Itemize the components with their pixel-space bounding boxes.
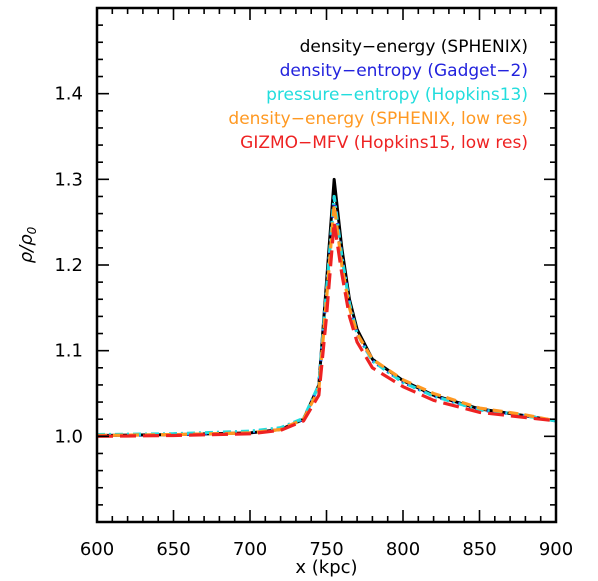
series-line-2	[96, 194, 557, 438]
y-tick-label: 1.0	[54, 426, 83, 447]
x-tick-label: 700	[233, 539, 267, 560]
x-tick-label: 650	[156, 539, 190, 560]
legend-entry-5: GIZMO−MFV (Hopkins15, low res)	[240, 133, 528, 153]
x-tick-label: 850	[462, 539, 496, 560]
y-axis-label-subscript: 0	[25, 226, 39, 234]
x-axis-label: x (kpc)	[295, 557, 357, 578]
y-tick-label: 1.1	[54, 341, 83, 362]
axis-ticks	[96, 7, 557, 523]
x-tick-label: 600	[80, 539, 114, 560]
legend-entry-4: density−energy (SPHENIX, low res)	[228, 109, 528, 129]
y-axis-label-main: ρ/ρ	[16, 234, 37, 263]
legend-entry-1: density−energy (SPHENIX)	[300, 37, 528, 57]
x-tick-label: 800	[386, 539, 420, 560]
y-tick-label: 1.2	[54, 255, 83, 276]
y-axis-label: ρ/ρ0	[16, 226, 39, 263]
series-line-3	[96, 194, 557, 437]
legend-entry-3: pressure−entropy (Hopkins13)	[266, 85, 528, 105]
y-tick-label: 1.4	[54, 84, 83, 105]
legend-entry-2: density−entropy (Gadget−2)	[280, 61, 528, 81]
plot-content	[96, 177, 557, 438]
tick-labels: 600 650 700 750 800 850 900 1.0 1.1 1.2 1.3 1.4	[54, 84, 573, 560]
series-line-5	[96, 220, 557, 438]
x-tick-label: 750	[309, 539, 343, 560]
y-tick-label: 1.3	[54, 169, 83, 190]
x-tick-label: 900	[539, 539, 573, 560]
series-line-4	[96, 203, 557, 438]
legend: density−energy (SPHENIX) density−entropy …	[228, 37, 528, 153]
